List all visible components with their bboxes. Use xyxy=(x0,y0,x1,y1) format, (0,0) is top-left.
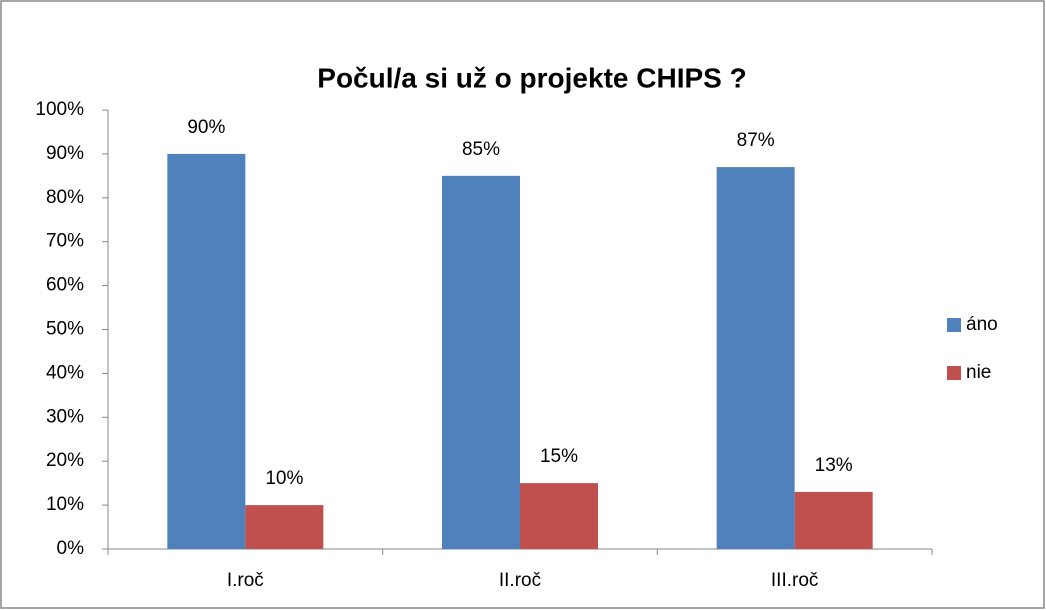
chart-title: Počul/a si už o projekte CHIPS ? xyxy=(317,62,746,93)
data-label: 85% xyxy=(462,139,500,160)
data-label: 15% xyxy=(540,446,578,467)
bar xyxy=(520,483,598,549)
legend-swatch xyxy=(947,318,961,332)
y-tick-label: 80% xyxy=(46,187,84,208)
x-tick-label: I.roč xyxy=(227,570,264,591)
legend-label: áno xyxy=(966,314,998,335)
data-label: 10% xyxy=(265,468,303,489)
legend-swatch xyxy=(947,366,961,380)
y-tick-label: 60% xyxy=(46,275,84,296)
bar xyxy=(245,505,324,549)
y-tick-label: 50% xyxy=(46,319,84,340)
bar xyxy=(794,491,873,549)
bar xyxy=(442,175,520,549)
legend-label: nie xyxy=(966,362,991,383)
x-tick-label: II.roč xyxy=(499,570,541,591)
y-tick-label: 30% xyxy=(46,406,84,427)
bar xyxy=(716,167,795,549)
y-tick-label: 10% xyxy=(46,494,84,515)
y-tick-label: 100% xyxy=(35,99,84,120)
y-tick-label: 0% xyxy=(57,538,85,559)
y-tick-label: 40% xyxy=(46,362,84,383)
bar xyxy=(167,153,246,549)
y-tick-label: 70% xyxy=(46,231,84,252)
data-label: 90% xyxy=(187,117,225,138)
data-label: 13% xyxy=(815,455,853,476)
y-tick-label: 90% xyxy=(46,143,84,164)
x-tick-label: III.roč xyxy=(771,570,819,591)
y-tick-label: 20% xyxy=(46,450,84,471)
data-label: 87% xyxy=(737,130,775,151)
